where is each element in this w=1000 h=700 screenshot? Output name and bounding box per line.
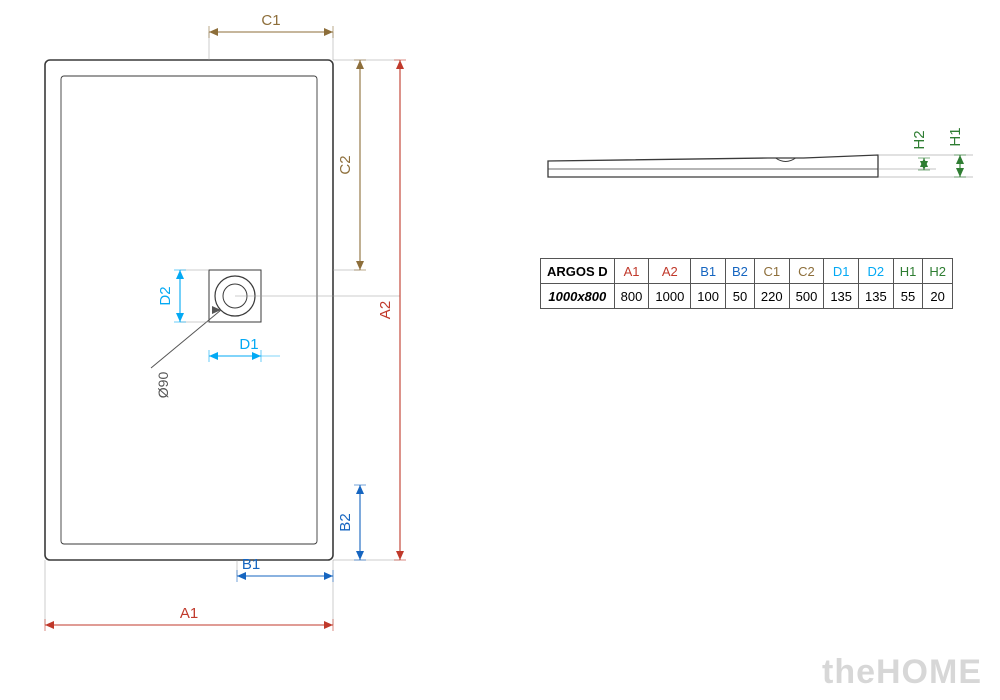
table-val-A1: 800 [614, 284, 649, 309]
svg-text:H1: H1 [947, 127, 964, 146]
table-col-D2: D2 [859, 259, 894, 284]
table-col-C1: C1 [754, 259, 789, 284]
table-val-C2: 500 [789, 284, 824, 309]
table-val-C1: 220 [754, 284, 789, 309]
table-header-row: ARGOS D A1A2B1B2C1C2D1D2H1H2 [541, 259, 953, 284]
table-val-D1: 135 [824, 284, 859, 309]
table-col-B2: B2 [726, 259, 755, 284]
table-val-D2: 135 [859, 284, 894, 309]
table-col-A1: A1 [614, 259, 649, 284]
table-col-D1: D1 [824, 259, 859, 284]
table-title-cell: ARGOS D [541, 259, 615, 284]
table-model-cell: 1000x800 [541, 284, 615, 309]
svg-text:B2: B2 [337, 513, 354, 531]
svg-text:A1: A1 [180, 605, 198, 622]
svg-text:H2: H2 [911, 130, 928, 149]
table-val-H2: 20 [923, 284, 953, 309]
svg-text:C1: C1 [261, 12, 280, 29]
svg-text:A2: A2 [377, 301, 394, 319]
svg-text:D1: D1 [239, 336, 258, 353]
technical-drawing: Ø90A1A2B1B2C1C2D1D2H1H2 [0, 0, 1000, 700]
table-col-A2: A2 [649, 259, 691, 284]
table-val-H1: 55 [893, 284, 923, 309]
dimension-table: ARGOS D A1A2B1B2C1C2D1D2H1H2 1000x800 80… [540, 258, 953, 309]
svg-text:B1: B1 [242, 556, 260, 573]
svg-text:C2: C2 [337, 155, 354, 174]
table-col-B1: B1 [691, 259, 726, 284]
table-value-row: 1000x800 8001000100502205001351355520 [541, 284, 953, 309]
table-val-B2: 50 [726, 284, 755, 309]
table-val-B1: 100 [691, 284, 726, 309]
svg-text:Ø90: Ø90 [155, 372, 171, 399]
table-val-A2: 1000 [649, 284, 691, 309]
svg-text:D2: D2 [157, 286, 174, 305]
table-col-H2: H2 [923, 259, 953, 284]
table-col-H1: H1 [893, 259, 923, 284]
watermark-text: theHOME [822, 653, 982, 692]
table-col-C2: C2 [789, 259, 824, 284]
